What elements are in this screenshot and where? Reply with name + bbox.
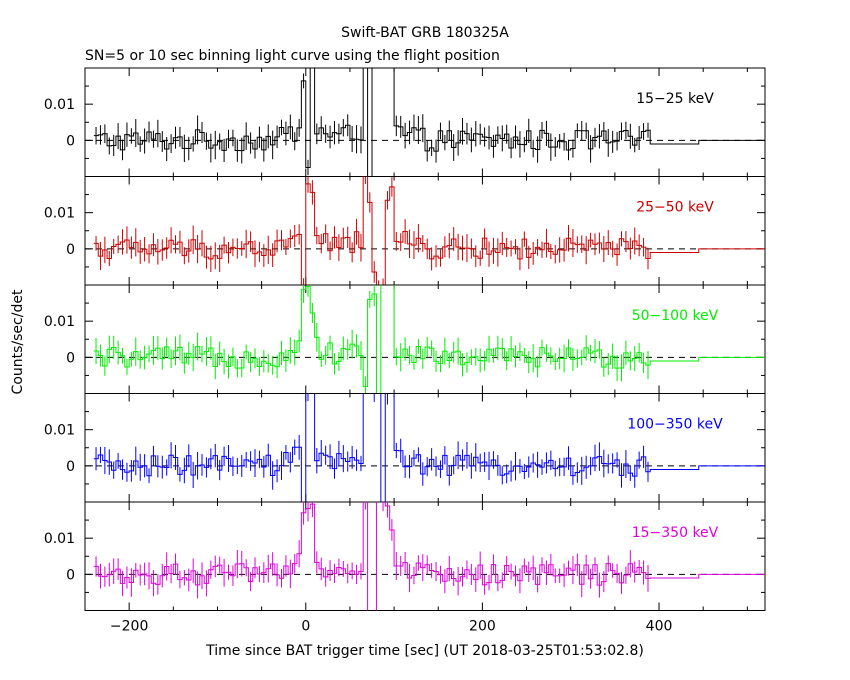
curve-path [93, 176, 765, 285]
band-label: 25−50 keV [636, 200, 714, 216]
y-axis-label: Counts/sec/det [10, 289, 26, 394]
panel-frame [84, 393, 766, 503]
light-curve [93, 285, 765, 394]
panel-frame [84, 501, 766, 611]
x-axis-label: Time since BAT trigger time [sec] (UT 20… [205, 643, 644, 659]
y-tick-label: 0 [66, 350, 75, 366]
y-tick-label: 0.01 [44, 531, 75, 547]
panels-group: 0.01 0 15−25 keV 0.01 0 25−50 keV 0.01 0 50−100 … [44, 67, 766, 635]
panel-frame [84, 67, 766, 177]
band-label: 100−350 keV [627, 417, 723, 433]
band-label: 15−25 keV [636, 91, 714, 107]
y-tick-label: 0 [66, 133, 75, 149]
y-tick-label: 0 [66, 567, 75, 583]
panel-2: 0.01 0 25−50 keV [44, 176, 766, 286]
light-curve [93, 176, 765, 285]
y-tick-label: 0.01 [44, 314, 75, 330]
panel-1: 0.01 0 15−25 keV [44, 67, 766, 177]
light-curve [93, 393, 765, 502]
curve-path [93, 502, 765, 611]
x-tick-label: 400 [646, 619, 673, 635]
y-tick-label: 0 [66, 242, 75, 258]
y-tick-label: 0.01 [44, 97, 75, 113]
panel-4: 0.01 0 100−350 keV [44, 393, 766, 503]
figure-title: Swift-BAT GRB 180325A [341, 25, 509, 41]
curve-path [93, 393, 765, 502]
y-tick-label: 0 [66, 459, 75, 475]
panel-frame [84, 284, 766, 394]
x-tick-label: −200 [110, 619, 148, 635]
curve-path [93, 68, 765, 177]
panel-3: 0.01 0 50−100 keV [44, 284, 766, 394]
panel-frame [84, 176, 766, 286]
curve-path [93, 285, 765, 394]
band-label: 50−100 keV [632, 308, 719, 324]
x-tick-label: 200 [469, 619, 496, 635]
y-tick-label: 0.01 [44, 423, 75, 439]
panel-5: 0.01 0 −200 0 200 400 15−350 keV [44, 501, 766, 635]
x-tick-label: 0 [301, 619, 310, 635]
figure-subtitle: SN=5 or 10 sec binning light curve using… [85, 48, 500, 64]
y-tick-label: 0.01 [44, 206, 75, 222]
band-label: 15−350 keV [632, 525, 719, 541]
light-curve [93, 502, 765, 611]
light-curve [93, 68, 765, 177]
